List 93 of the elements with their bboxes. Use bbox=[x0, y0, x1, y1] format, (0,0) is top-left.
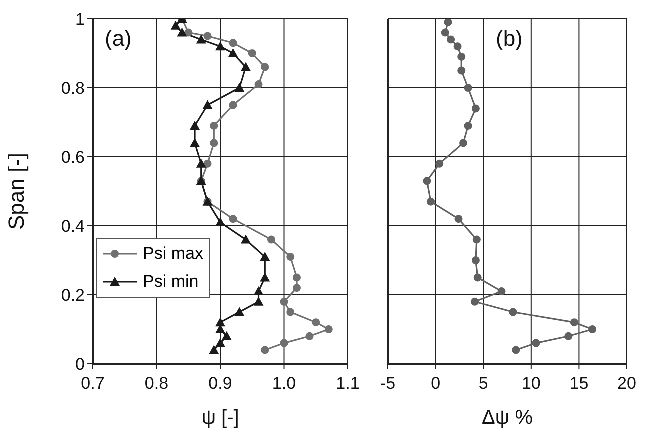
point bbox=[268, 236, 276, 244]
point bbox=[464, 122, 472, 130]
point bbox=[229, 215, 238, 224]
point bbox=[280, 298, 288, 306]
point bbox=[261, 346, 270, 354]
point bbox=[458, 66, 466, 75]
x-tick-label: 15 bbox=[570, 374, 589, 394]
annotation: (a) bbox=[105, 26, 132, 52]
point bbox=[216, 42, 226, 51]
point bbox=[474, 274, 482, 282]
point bbox=[248, 50, 256, 58]
point bbox=[498, 288, 506, 296]
y-tick-label: 0.2 bbox=[61, 286, 85, 306]
point bbox=[509, 308, 518, 316]
point bbox=[229, 39, 238, 48]
point bbox=[202, 100, 213, 110]
point bbox=[260, 252, 270, 262]
legend-label: Psi min bbox=[143, 271, 199, 293]
point bbox=[196, 158, 206, 168]
point bbox=[441, 28, 450, 37]
point bbox=[210, 139, 218, 148]
point bbox=[312, 318, 320, 327]
y-tick-label: 0 bbox=[76, 355, 85, 374]
x-axis-title: Δψ % bbox=[482, 407, 534, 429]
point bbox=[472, 104, 480, 113]
point bbox=[458, 52, 466, 61]
x-tick-label: -5 bbox=[380, 374, 396, 394]
point bbox=[261, 63, 270, 72]
point bbox=[286, 308, 295, 316]
x-axis-title: ψ [-] bbox=[202, 407, 240, 429]
point bbox=[427, 198, 436, 206]
point bbox=[260, 272, 270, 282]
y-tick-label: 0.4 bbox=[61, 217, 85, 236]
x-tick-label: 0.7 bbox=[81, 374, 105, 394]
point bbox=[293, 284, 301, 292]
point bbox=[454, 215, 463, 224]
point bbox=[306, 332, 314, 340]
point bbox=[588, 326, 597, 334]
point bbox=[472, 256, 480, 264]
point bbox=[254, 80, 263, 89]
point bbox=[444, 19, 452, 26]
x-tick-label: 5 bbox=[478, 374, 488, 394]
point bbox=[241, 234, 251, 244]
point bbox=[170, 20, 181, 30]
point bbox=[204, 32, 212, 40]
point bbox=[210, 122, 218, 130]
point bbox=[460, 139, 468, 148]
point bbox=[447, 36, 456, 44]
point bbox=[177, 28, 188, 37]
point bbox=[204, 160, 212, 168]
point bbox=[190, 120, 200, 130]
point bbox=[423, 177, 432, 186]
y-tick-label: 0.6 bbox=[61, 148, 85, 168]
x-tick-label: 1.1 bbox=[336, 374, 360, 394]
x-tick-label: 1.0 bbox=[272, 374, 296, 394]
annotation: (b) bbox=[496, 26, 523, 52]
point bbox=[234, 307, 245, 316]
point bbox=[228, 48, 238, 58]
point bbox=[196, 34, 206, 44]
point bbox=[241, 62, 251, 72]
point bbox=[216, 218, 226, 227]
point bbox=[324, 326, 333, 334]
point bbox=[570, 318, 578, 327]
point bbox=[280, 339, 288, 348]
legend-label: Psi max bbox=[143, 243, 204, 265]
x-tick-label: 0.8 bbox=[144, 374, 169, 394]
point bbox=[209, 345, 220, 354]
x-tick-label: 10 bbox=[522, 374, 541, 394]
point bbox=[254, 296, 264, 306]
x-tick-label: 0 bbox=[431, 374, 441, 394]
point bbox=[464, 84, 472, 92]
y-axis-title: Span [-] bbox=[4, 152, 29, 230]
point bbox=[229, 101, 238, 110]
point bbox=[286, 253, 295, 262]
point bbox=[254, 286, 264, 296]
point bbox=[512, 346, 520, 354]
point bbox=[216, 338, 226, 348]
x-tick-label: 0.9 bbox=[208, 374, 232, 394]
point bbox=[222, 331, 232, 340]
point bbox=[216, 318, 226, 327]
y-tick-label: 0.8 bbox=[61, 79, 85, 98]
point bbox=[470, 298, 479, 306]
x-tick-label: 20 bbox=[618, 374, 636, 394]
point bbox=[190, 138, 200, 148]
point bbox=[564, 332, 573, 340]
point bbox=[436, 160, 444, 168]
point bbox=[184, 28, 193, 37]
point bbox=[234, 83, 245, 92]
point bbox=[454, 42, 462, 51]
point bbox=[532, 339, 540, 348]
point bbox=[472, 236, 481, 244]
point bbox=[293, 274, 301, 282]
y-tick-label: 1 bbox=[76, 10, 85, 30]
